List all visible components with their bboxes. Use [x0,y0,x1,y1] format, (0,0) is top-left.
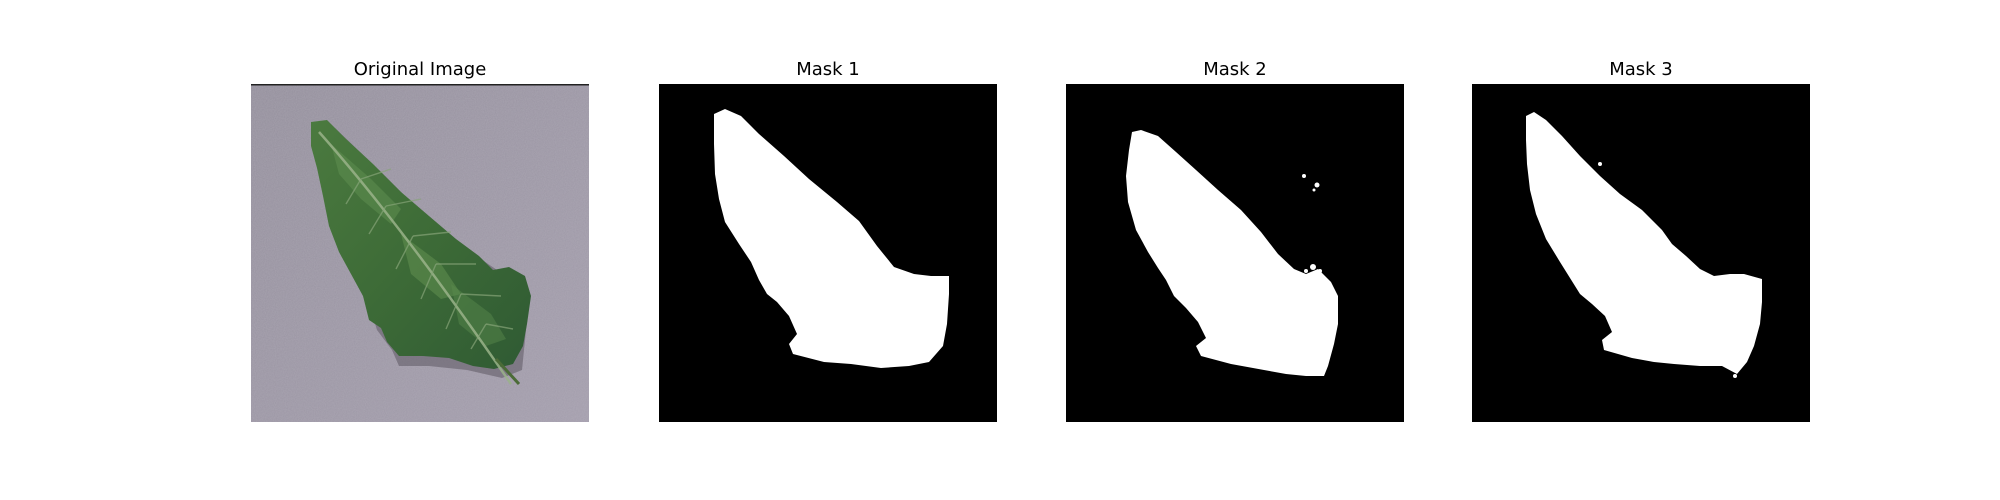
mask-3-image [1472,84,1810,422]
original-image [251,84,589,422]
panel-title-mask-1: Mask 1 [796,59,860,80]
leaf-photo [251,84,589,422]
panel-title-mask-2: Mask 2 [1203,59,1267,80]
panel-title-mask-3: Mask 3 [1609,59,1673,80]
mask-1-image [659,84,997,422]
leaf-mask [1066,84,1404,422]
mask-2-image [1066,84,1404,422]
leaf-mask [1472,84,1810,422]
leaf-mask [659,84,997,422]
panel-title-original: Original Image [353,59,487,80]
